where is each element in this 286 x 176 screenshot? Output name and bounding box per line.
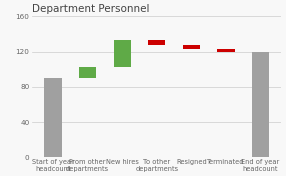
Bar — [114, 67, 131, 158]
Bar — [114, 40, 131, 67]
Bar — [148, 45, 165, 158]
Bar — [148, 40, 165, 45]
Text: Department Personnel: Department Personnel — [32, 4, 150, 14]
Bar — [79, 78, 96, 158]
Bar — [217, 52, 235, 158]
Bar — [183, 49, 200, 158]
Bar — [183, 45, 200, 49]
Bar — [217, 49, 235, 52]
Bar — [79, 67, 96, 78]
Bar — [252, 52, 269, 158]
Bar — [44, 78, 62, 158]
